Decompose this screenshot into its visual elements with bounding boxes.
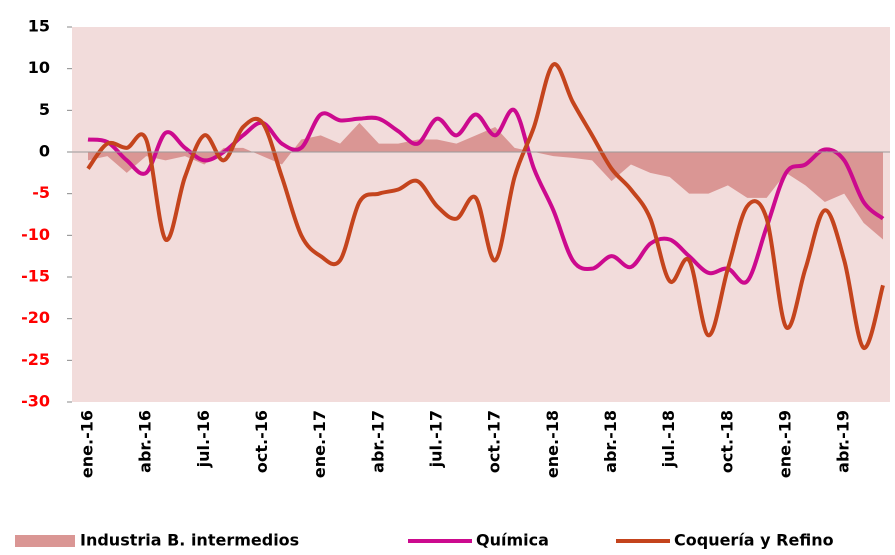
- y-tick-label: -20: [21, 308, 50, 327]
- x-tick-label: ene.-17: [310, 410, 329, 478]
- x-tick-label: abr.-19: [834, 410, 853, 473]
- x-tick-label: abr.-16: [136, 410, 155, 473]
- legend-swatch: [15, 535, 75, 547]
- y-tick-label: -10: [21, 225, 50, 244]
- x-tick-label: abr.-18: [601, 410, 620, 473]
- x-tick-label: ene.-18: [543, 410, 562, 478]
- y-tick-label: 0: [39, 142, 50, 161]
- x-tick-label: jul.-17: [427, 410, 446, 468]
- y-tick-label: -30: [21, 392, 50, 411]
- legend-label: Industria B. intermedios: [80, 531, 299, 550]
- x-tick-label: jul.-16: [194, 410, 213, 468]
- y-tick-label: 10: [28, 58, 50, 77]
- x-tick-label: ene.-19: [776, 410, 795, 478]
- x-tick-label: oct.-16: [252, 410, 271, 473]
- y-tick-label: 15: [28, 17, 50, 36]
- x-tick-label: oct.-17: [485, 410, 504, 473]
- x-tick-label: oct.-18: [717, 410, 736, 473]
- x-tick-label: ene.-16: [78, 410, 97, 478]
- legend-label: Coquería y Refino: [674, 531, 834, 550]
- y-tick-label: -25: [21, 350, 50, 369]
- line: [86, 62, 885, 350]
- y-tick-label: -15: [21, 267, 50, 286]
- x-tick-label: jul.-18: [659, 410, 678, 468]
- line: [87, 107, 885, 285]
- y-tick-label: -5: [32, 183, 50, 202]
- legend-label: Química: [476, 531, 549, 550]
- x-tick-label: abr.-17: [368, 410, 387, 473]
- y-tick-label: 5: [39, 100, 50, 119]
